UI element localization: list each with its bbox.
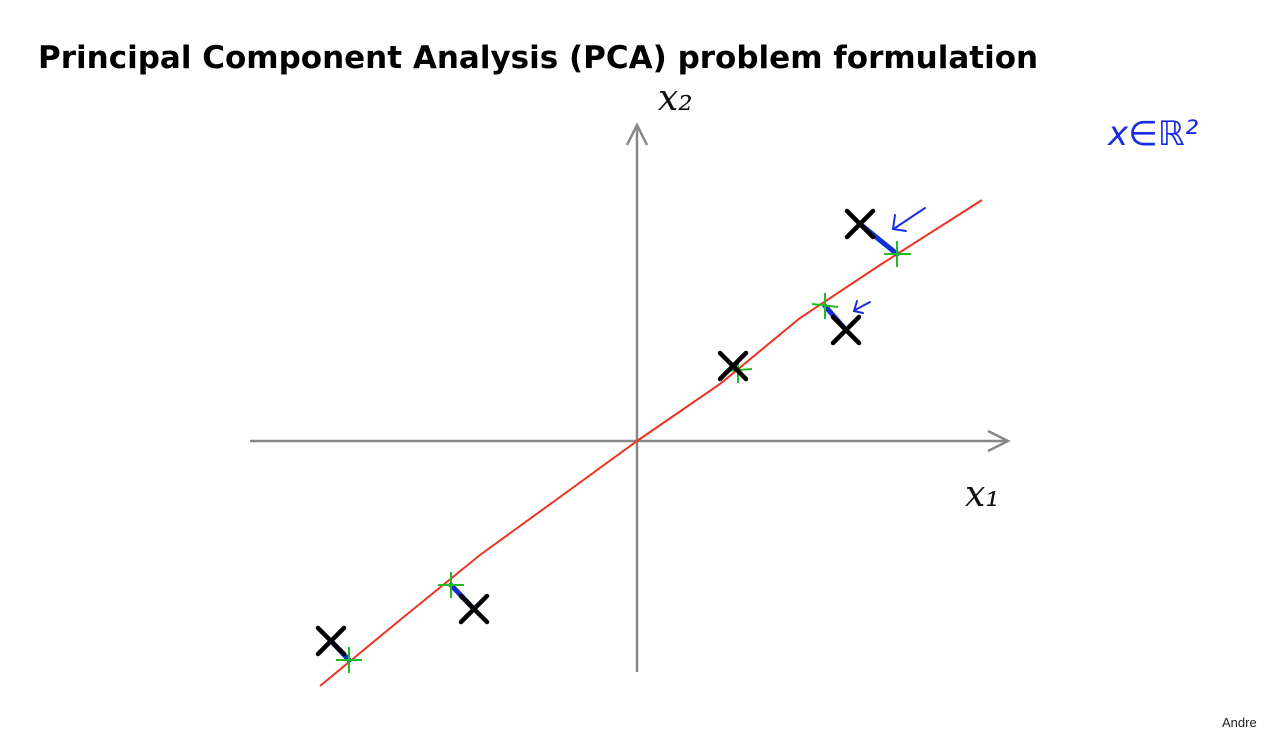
axes xyxy=(250,122,1011,672)
hand-arrows xyxy=(852,207,926,314)
projected-point xyxy=(438,572,464,598)
projected-point xyxy=(336,647,362,673)
y-axis-label: x₂ xyxy=(658,78,693,119)
hand-arrow xyxy=(891,207,926,232)
data-point xyxy=(315,625,347,657)
projection-line xyxy=(319,199,983,687)
slide-title: Principal Component Analysis (PCA) probl… xyxy=(38,40,1038,76)
projected-point xyxy=(884,241,911,267)
x-arrow xyxy=(987,429,1011,453)
projected-points xyxy=(336,241,911,673)
hand-arrow xyxy=(852,300,871,314)
handwritten-note: x∈ℝ² xyxy=(1107,114,1199,154)
data-point xyxy=(717,350,749,382)
data-point xyxy=(844,208,876,240)
footer: Andre xyxy=(1222,715,1257,730)
projected-point xyxy=(811,293,839,319)
data-points xyxy=(315,208,876,657)
data-point xyxy=(458,593,490,625)
data-point xyxy=(830,314,862,346)
y-arrow xyxy=(625,122,649,146)
x-axis-label: x₁ xyxy=(965,474,1000,515)
